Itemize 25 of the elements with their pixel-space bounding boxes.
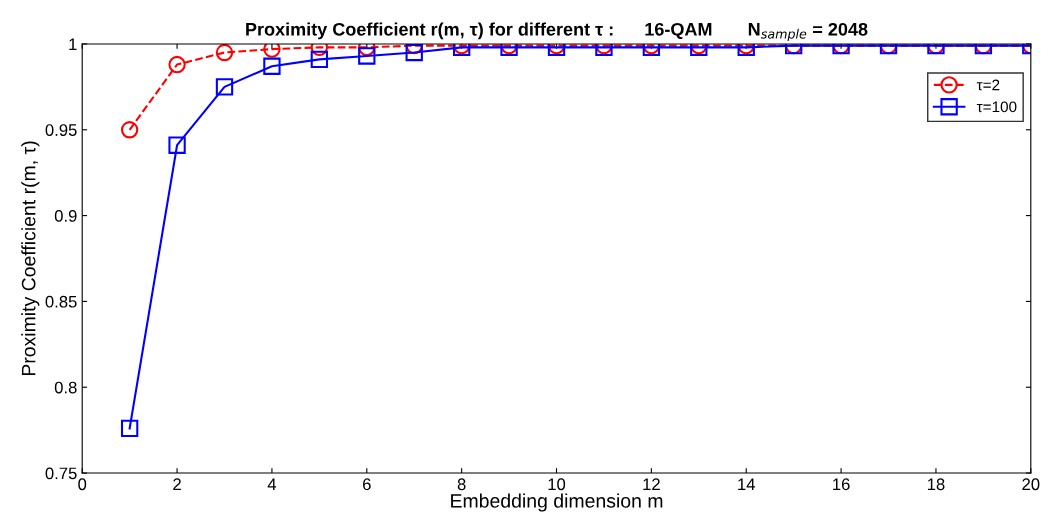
legend-label: τ=100 [976, 101, 1017, 113]
x-tick-label: 2 [173, 478, 181, 490]
x-tick-label: 20 [1022, 478, 1040, 491]
x-tick-label: 4 [267, 478, 277, 490]
y-tick-label: 0.8 [54, 381, 77, 394]
x-tick-label: 6 [363, 478, 371, 491]
x-tick-label: 0 [78, 478, 87, 491]
point [120, 121, 139, 139]
x-axis-title: Embedding dimension m [451, 493, 663, 512]
x-tick-label: 14 [738, 478, 756, 490]
x-tick-label: 18 [927, 478, 945, 491]
y-tick-label: 0.75 [45, 467, 77, 480]
chart-title: Proximity Coefficient r(m, τ) for different τ : 16-QAM N$_{sample}$ = 2048 [246, 22, 868, 42]
x-tick-label: 12 [643, 478, 660, 490]
y-tick-label: 0.9 [54, 209, 77, 222]
legend-label: τ=2 [976, 79, 1000, 91]
x-tick-label: 10 [548, 478, 566, 491]
x-tick-label: 8 [457, 478, 466, 491]
y-tick-label: 1 [69, 38, 77, 50]
y-tick-label: 0.95 [45, 124, 77, 136]
point [120, 419, 139, 438]
point [263, 43, 281, 58]
y-tick-label: 0.85 [45, 295, 77, 308]
y-axis-title: Proximity Coefficient r(m, τ) [21, 141, 40, 376]
x-tick-label: 16 [833, 478, 850, 491]
